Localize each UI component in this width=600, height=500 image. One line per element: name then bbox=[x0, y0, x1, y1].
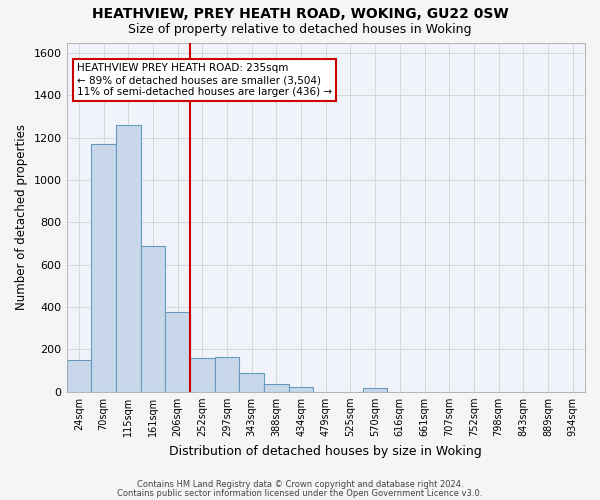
Y-axis label: Number of detached properties: Number of detached properties bbox=[15, 124, 28, 310]
Bar bbox=[116, 125, 140, 392]
Text: Contains public sector information licensed under the Open Government Licence v3: Contains public sector information licen… bbox=[118, 488, 482, 498]
Bar bbox=[91, 144, 116, 392]
Bar bbox=[67, 360, 91, 392]
X-axis label: Distribution of detached houses by size in Woking: Distribution of detached houses by size … bbox=[169, 444, 482, 458]
Bar bbox=[190, 358, 215, 392]
Bar bbox=[239, 373, 264, 392]
Bar bbox=[215, 357, 239, 392]
Text: Size of property relative to detached houses in Woking: Size of property relative to detached ho… bbox=[128, 22, 472, 36]
Bar bbox=[289, 386, 313, 392]
Text: HEATHVIEW PREY HEATH ROAD: 235sqm
← 89% of detached houses are smaller (3,504)
1: HEATHVIEW PREY HEATH ROAD: 235sqm ← 89% … bbox=[77, 64, 332, 96]
Text: Contains HM Land Registry data © Crown copyright and database right 2024.: Contains HM Land Registry data © Crown c… bbox=[137, 480, 463, 489]
Bar bbox=[140, 246, 165, 392]
Text: HEATHVIEW, PREY HEATH ROAD, WOKING, GU22 0SW: HEATHVIEW, PREY HEATH ROAD, WOKING, GU22… bbox=[92, 8, 508, 22]
Bar bbox=[165, 312, 190, 392]
Bar bbox=[264, 384, 289, 392]
Bar bbox=[363, 388, 388, 392]
